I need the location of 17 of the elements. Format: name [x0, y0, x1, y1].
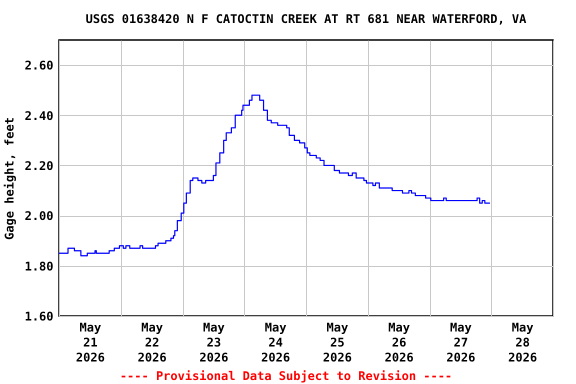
x-tick-label: May 27 2026: [446, 320, 476, 364]
y-tick-label: 1.80: [24, 259, 54, 274]
x-tick-label: May 21 2026: [76, 320, 105, 364]
x-tick-label: May 23 2026: [199, 320, 228, 364]
x-tick-label: May 24 2026: [261, 320, 290, 364]
y-tick-label: 2.60: [24, 58, 54, 73]
y-tick-label: 2.40: [24, 108, 54, 123]
x-tick-label: May 22 2026: [138, 320, 167, 364]
y-tick-label: 1.60: [24, 310, 54, 324]
y-tick-label: 2.20: [24, 158, 54, 173]
y-tick-label: 2.00: [24, 209, 54, 224]
y-axis-title: Gage height, feet: [2, 117, 17, 240]
x-tick-label: May 28 2026: [508, 320, 538, 364]
x-tick-label: May 26 2026: [384, 320, 414, 364]
chart-title: USGS 01638420 N F CATOCTIN CREEK AT RT 681 NEAR WATERFORD, VA: [86, 12, 528, 26]
text: ---- Provisional Data Subject to Revision ----: [120, 369, 452, 383]
x-tick-label: May 25 2026: [322, 320, 352, 364]
